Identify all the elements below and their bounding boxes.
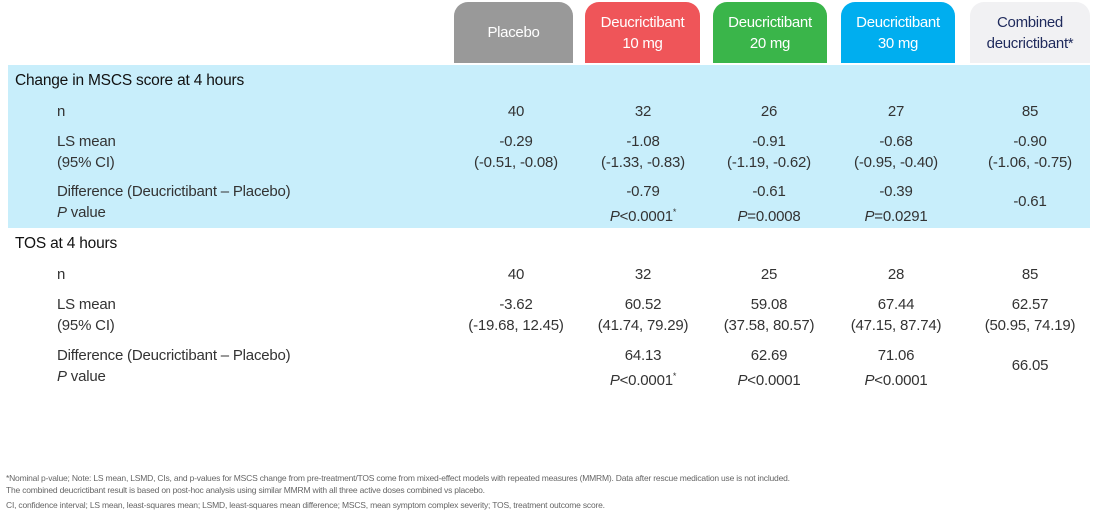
difference-value: -0.61 — [752, 183, 786, 200]
p-italic: P — [737, 208, 748, 225]
p-value-text: <0.0001 — [619, 372, 673, 389]
ls-mean-value: -1.08 — [626, 133, 660, 150]
ls-mean-value: 67.44 — [877, 296, 915, 313]
p-value-label: P value — [57, 366, 106, 387]
p-value: P<0.0001 — [831, 366, 961, 391]
nominal-marker: * — [672, 207, 677, 217]
p-italic: P — [609, 208, 620, 225]
difference-label: Difference (Deucrictibant – Placebo) — [57, 347, 291, 364]
p-value: P<0.0001* — [578, 366, 708, 391]
n-value: 85 — [1021, 266, 1039, 283]
mscs-section-background — [8, 65, 1090, 228]
ci-label: (95% CI) — [57, 154, 115, 171]
p-italic: P — [864, 208, 875, 225]
header-line1: Combined — [997, 13, 1063, 31]
ls-mean-value: -0.91 — [752, 133, 786, 150]
difference-value: -0.61 — [1013, 193, 1047, 210]
difference-value: 71.06 — [877, 347, 915, 364]
header-line2: 10 mg — [622, 34, 663, 52]
difference-value: 66.05 — [1011, 357, 1049, 374]
p-italic: P — [864, 372, 875, 389]
ls-mean-value: -0.68 — [879, 133, 913, 150]
section-title: TOS at 4 hours — [15, 235, 118, 252]
difference-value: 62.69 — [750, 347, 788, 364]
n-value: 28 — [887, 266, 905, 283]
ls-mean-value: 60.52 — [624, 296, 662, 313]
ls-mean-label: LS mean — [57, 296, 116, 313]
n-value: 85 — [1021, 103, 1039, 120]
ls-mean-value: 62.57 — [1011, 296, 1049, 313]
n-value: 25 — [760, 266, 778, 283]
ls-mean-value: -0.90 — [1013, 133, 1047, 150]
nominal-marker: * — [672, 371, 677, 381]
p-italic: P — [57, 368, 67, 385]
p-value: P=0.0008 — [704, 202, 834, 227]
section-title: Change in MSCS score at 4 hours — [15, 72, 245, 89]
difference-value: -0.39 — [879, 183, 913, 200]
column-header-3: Deucrictibant 30 mg — [841, 2, 955, 63]
ci-value: (50.95, 74.19) — [984, 317, 1076, 334]
p-value-text: <0.0001 — [747, 372, 801, 389]
ci-label: (95% CI) — [57, 317, 115, 334]
header-line1: Deucrictibant — [600, 13, 685, 31]
n-label: n — [57, 103, 66, 120]
p-value-text: <0.0001 — [874, 372, 928, 389]
p-value-text: =0.0008 — [747, 208, 801, 225]
footnote: The combined deucrictibant result is bas… — [6, 485, 485, 495]
ci-value: (-1.33, -0.83) — [601, 154, 685, 171]
ls-mean-value: -3.62 — [499, 296, 533, 313]
difference-value: 64.13 — [624, 347, 662, 364]
p-italic: P — [737, 372, 748, 389]
p-value-text: <0.0001 — [619, 208, 673, 225]
difference-value: -0.79 — [626, 183, 660, 200]
p-value: P=0.0291 — [831, 202, 961, 227]
p-label-text: value — [70, 204, 106, 221]
n-value: 27 — [887, 103, 905, 120]
header-line1: Deucrictibant — [728, 13, 812, 31]
n-value: 40 — [507, 103, 525, 120]
p-label-text: value — [70, 368, 106, 385]
p-value-text: =0.0291 — [874, 208, 928, 225]
ci-value: (-0.51, -0.08) — [474, 154, 558, 171]
column-header-1: Deucrictibant 10 mg — [585, 2, 700, 63]
ls-mean-label: LS mean — [57, 133, 116, 150]
column-header-0: Placebo — [454, 2, 573, 63]
ci-value: (41.74, 79.29) — [597, 317, 689, 334]
column-header-4: Combined deucrictibant* — [970, 2, 1090, 63]
p-italic: P — [609, 372, 620, 389]
ci-value: (-19.68, 12.45) — [468, 317, 564, 334]
ls-mean-value: 59.08 — [750, 296, 788, 313]
ci-value: (-0.95, -0.40) — [854, 154, 938, 171]
ci-value: (-1.06, -0.75) — [988, 154, 1072, 171]
p-italic: P — [57, 204, 67, 221]
n-value: 26 — [760, 103, 778, 120]
p-value: P<0.0001 — [704, 366, 834, 391]
ci-value: (-1.19, -0.62) — [727, 154, 811, 171]
header-line1: Deucrictibant — [856, 13, 940, 31]
difference-label: Difference (Deucrictibant – Placebo) — [57, 183, 291, 200]
n-value: 32 — [634, 266, 652, 283]
column-header-2: Deucrictibant 20 mg — [713, 2, 827, 63]
header-line2: 30 mg — [877, 34, 919, 52]
header-line1: Placebo — [487, 24, 540, 41]
n-value: 32 — [634, 103, 652, 120]
n-label: n — [57, 266, 66, 283]
header-line2: deucrictibant* — [986, 34, 1074, 52]
footnote: *Nominal p-value; Note: LS mean, LSMD, C… — [6, 473, 790, 483]
header-line2: 20 mg — [749, 34, 791, 52]
ci-value: (37.58, 80.57) — [723, 317, 815, 334]
footnote: CI, confidence interval; LS mean, least-… — [6, 500, 605, 510]
ls-mean-value: -0.29 — [499, 133, 533, 150]
p-value: P<0.0001* — [578, 202, 708, 227]
ci-value: (47.15, 87.74) — [850, 317, 942, 334]
p-value-label: P value — [57, 202, 106, 223]
n-value: 40 — [507, 266, 525, 283]
